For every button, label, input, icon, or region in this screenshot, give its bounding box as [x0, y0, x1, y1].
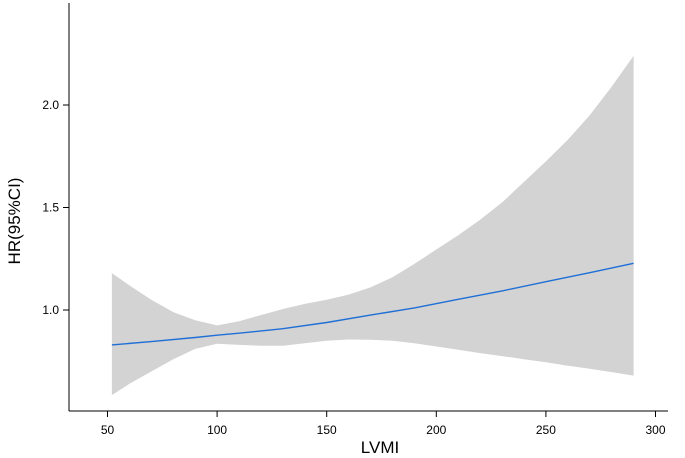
y-tick-label: 1.0: [42, 303, 59, 317]
y-axis-title: HR(95%CI): [5, 178, 24, 265]
x-tick-label: 150: [317, 423, 337, 437]
y-tick-label: 2.0: [42, 98, 59, 112]
x-tick-label: 100: [207, 423, 227, 437]
x-ticks: 50 100 150 200 250 300: [101, 411, 666, 437]
hr-series-line: [111, 262, 634, 346]
y-ticks: 1.0 1.5 2.0: [42, 98, 69, 317]
x-tick-label: 200: [426, 423, 446, 437]
x-axis-title: LVMI: [361, 438, 399, 457]
y-tick-label: 1.5: [42, 201, 59, 215]
x-tick-label: 300: [645, 423, 665, 437]
confidence-band: [111, 55, 634, 396]
x-tick-label: 250: [536, 423, 556, 437]
x-tick-label: 50: [101, 423, 115, 437]
